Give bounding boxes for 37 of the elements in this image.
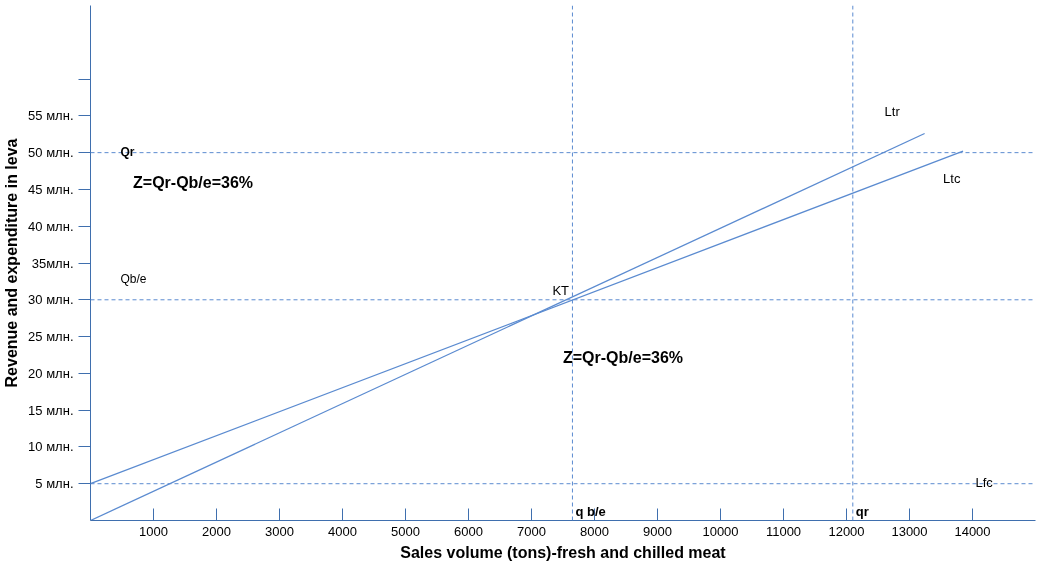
- x-tick-label: 2000: [202, 523, 231, 539]
- ref-line-label: q b/e: [575, 503, 606, 519]
- y-tick-label: 10 млн.: [28, 439, 74, 455]
- x-axis-title: Sales volume (tons)-fresh and chilled meat: [400, 543, 727, 561]
- y-tick-label: 45 млн.: [28, 181, 74, 197]
- x-tick-label: 10000: [702, 523, 739, 539]
- x-tick-label: 1000: [139, 523, 168, 539]
- x-tick-label: 8000: [580, 523, 609, 539]
- x-tick-label: 5000: [391, 523, 420, 539]
- x-tick-label: 11000: [765, 523, 802, 539]
- ref-line-label: Lfc: [975, 474, 994, 490]
- x-tick-label: 4000: [328, 523, 357, 539]
- x-tick-label: 3000: [265, 523, 294, 539]
- series-label: Ltc: [943, 171, 961, 187]
- y-tick-label: 30 млн.: [28, 292, 74, 308]
- ref-line-label: Qr: [120, 144, 135, 159]
- annotation: Z=Qr-Qb/e=36%: [133, 173, 254, 191]
- y-tick-label: 20 млн.: [28, 365, 74, 381]
- y-tick-label: 5 млн.: [35, 476, 74, 492]
- y-axis-title: Revenue and expenditure in leva: [3, 138, 21, 388]
- y-tick-label: 50 млн.: [28, 145, 74, 161]
- y-tick-label: 25 млн.: [28, 329, 74, 345]
- x-tick-label: 9000: [643, 523, 672, 539]
- y-tick-label: 40 млн.: [28, 218, 74, 234]
- x-tick-label: 12000: [828, 523, 865, 539]
- x-tick-label: 7000: [517, 523, 546, 539]
- series-label: Ltr: [884, 103, 901, 119]
- ref-line-label: Qb/e: [120, 271, 147, 286]
- y-tick-label: 55 млн.: [28, 108, 74, 124]
- x-tick-label: 14000: [954, 523, 991, 539]
- y-tick-label: 35млн.: [31, 255, 74, 271]
- x-tick-label: 6000: [454, 523, 483, 539]
- ref-line-label: qr: [855, 503, 869, 519]
- y-tick-label: 15 млн.: [28, 402, 74, 418]
- annotation: KT: [552, 282, 570, 298]
- annotation: Z=Qr-Qb/e=36%: [563, 349, 684, 366]
- x-tick-label: 13000: [891, 523, 928, 539]
